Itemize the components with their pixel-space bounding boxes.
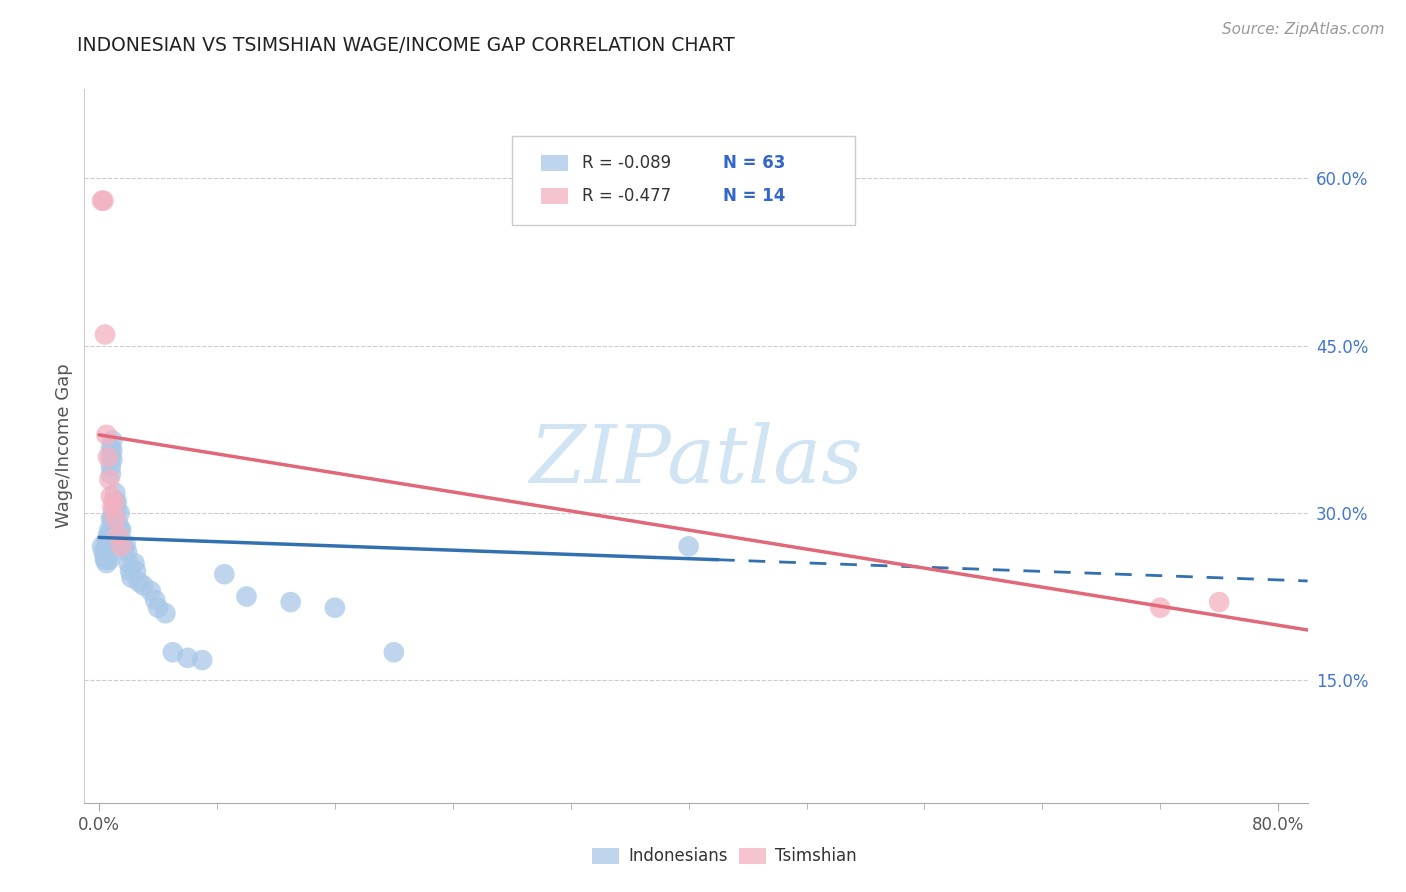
Point: [101, 511, 124, 525]
Point: [91, 539, 114, 553]
Point: [678, 539, 700, 553]
Point: [104, 494, 127, 508]
Point: [98, 523, 121, 537]
Point: [100, 467, 122, 481]
Text: R = -0.089: R = -0.089: [582, 153, 671, 171]
Point: [112, 541, 135, 556]
Point: [124, 556, 146, 570]
Point: [103, 494, 125, 508]
Point: [125, 564, 148, 578]
Point: [128, 574, 150, 589]
Point: [235, 590, 257, 604]
Point: [98, 472, 121, 486]
Point: [191, 653, 214, 667]
Point: [103, 494, 125, 508]
Point: [105, 530, 128, 544]
Point: [97, 550, 120, 565]
Text: ZIPatlas: ZIPatlas: [529, 422, 863, 499]
Point: [143, 592, 166, 607]
Point: [94, 550, 117, 565]
Point: [100, 511, 122, 525]
Point: [96, 556, 118, 570]
Text: R = -0.477: R = -0.477: [582, 187, 671, 205]
Point: [108, 523, 131, 537]
Point: [93, 194, 115, 208]
Point: [96, 541, 118, 556]
Point: [176, 651, 198, 665]
Point: [110, 523, 132, 537]
Text: Indonesians: Indonesians: [628, 847, 728, 865]
Point: [94, 552, 117, 567]
FancyBboxPatch shape: [513, 136, 855, 225]
Point: [108, 506, 131, 520]
Point: [162, 645, 184, 659]
Point: [105, 494, 128, 508]
Text: N = 14: N = 14: [723, 187, 786, 205]
Point: [93, 545, 115, 559]
Point: [98, 539, 121, 553]
Point: [382, 645, 405, 659]
FancyBboxPatch shape: [541, 155, 568, 170]
Point: [91, 194, 114, 208]
Point: [96, 427, 118, 442]
Point: [114, 537, 136, 551]
Text: Source: ZipAtlas.com: Source: ZipAtlas.com: [1222, 22, 1385, 37]
Point: [110, 539, 132, 553]
Text: Tsimshian: Tsimshian: [776, 847, 858, 865]
Text: INDONESIAN VS TSIMSHIAN WAGE/INCOME GAP CORRELATION CHART: INDONESIAN VS TSIMSHIAN WAGE/INCOME GAP …: [77, 36, 735, 54]
Point: [100, 489, 122, 503]
Point: [100, 458, 122, 473]
Point: [118, 564, 141, 578]
Point: [97, 528, 120, 542]
Point: [1208, 595, 1230, 609]
Point: [101, 452, 124, 467]
Point: [97, 450, 120, 464]
Point: [101, 523, 124, 537]
Point: [111, 539, 134, 553]
Point: [101, 500, 124, 515]
Point: [105, 503, 128, 517]
FancyBboxPatch shape: [541, 188, 568, 204]
Point: [103, 511, 125, 525]
Y-axis label: Wage/Income Gap: Wage/Income Gap: [55, 364, 73, 528]
Point: [107, 517, 129, 532]
Point: [146, 600, 169, 615]
FancyBboxPatch shape: [738, 848, 766, 864]
Point: [107, 533, 129, 548]
Point: [280, 595, 302, 609]
Point: [100, 450, 122, 464]
Point: [98, 552, 121, 567]
Point: [96, 533, 118, 548]
Point: [101, 443, 124, 458]
Point: [94, 327, 117, 342]
Point: [101, 434, 124, 448]
Point: [103, 523, 125, 537]
Point: [1149, 600, 1171, 615]
Point: [121, 571, 143, 585]
Point: [103, 503, 125, 517]
Point: [104, 485, 127, 500]
Point: [115, 545, 138, 559]
Point: [139, 583, 162, 598]
Point: [104, 528, 127, 542]
Point: [104, 511, 127, 525]
Point: [98, 530, 121, 544]
Point: [100, 441, 122, 455]
Point: [155, 607, 177, 621]
Text: N = 63: N = 63: [723, 153, 786, 171]
Point: [214, 567, 236, 582]
FancyBboxPatch shape: [592, 848, 619, 864]
Point: [97, 537, 120, 551]
Point: [117, 556, 139, 570]
Point: [132, 578, 155, 592]
Point: [323, 600, 346, 615]
Point: [107, 528, 129, 542]
